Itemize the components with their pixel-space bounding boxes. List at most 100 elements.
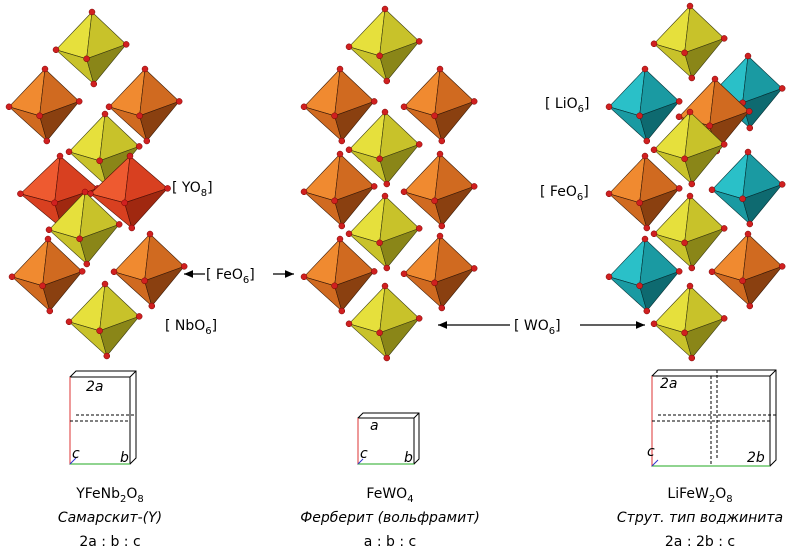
oxygen-atom [65,148,73,156]
subscript: 6 [549,326,555,337]
oxygen-atom [739,195,746,203]
label: FeWO4 [366,486,413,505]
cell-edge [769,369,777,377]
oxygen-atom [436,65,444,73]
oxygen-atom [706,122,713,130]
oxygen-atom [744,230,752,238]
oxygen-atom [681,49,688,57]
oxygen-atom [65,318,73,326]
polyhedron-face [124,187,169,229]
oxygen-atom [746,302,754,310]
polyhedron-face [379,40,421,82]
oxygen-atom [96,327,103,335]
oxygen-atom [110,268,118,276]
oxygen-atom [711,75,719,83]
oxygen-atom [383,264,391,272]
oxygen-atom [720,225,728,232]
oxygen-atom [745,108,753,115]
subscript: 6 [243,275,249,286]
oxygen-atom [376,239,383,247]
oxygen-atom [650,146,658,154]
cell-ratio: a : b : c [364,534,416,550]
structure-name: Струт. тип воджинита [617,510,783,526]
oxygen-atom [51,199,58,207]
axis-c [357,458,364,465]
structure-name: Самарскит-(Y) [58,510,162,526]
polyhedron-face [639,187,681,229]
text-part: ] [207,180,212,196]
polyhedron-face [684,143,726,185]
oxygen-atom [778,263,786,270]
polyhedron-face [684,227,726,269]
oxygen-atom [650,320,658,328]
oxygen-atom [778,181,786,188]
oxygen-atom [128,224,136,232]
polyhedron-face [379,317,421,359]
cell-label: b [404,450,413,466]
cell-label: b [120,450,129,466]
oxygen-atom [650,40,658,48]
cell-label: c [360,446,368,462]
subscript: 8 [137,494,143,505]
oxygen-atom [681,155,688,163]
oxygen-atom [643,137,651,145]
polyhedron-face [684,317,726,359]
oxygen-atom [650,230,658,238]
oxygen-atom [336,150,344,158]
polyhedron-face [639,270,681,312]
polyhedron-face [434,100,476,142]
text-part: [ LiO [545,96,578,112]
oxygen-atom [675,268,683,275]
oxygen-atom [122,41,130,48]
subscript: 6 [578,104,584,115]
oxygen-atom [739,277,746,285]
text-part: FeWO [366,486,407,502]
oxygen-atom [370,98,378,105]
oxygen-atom [436,150,444,158]
label: [ LiO6] [545,96,589,115]
oxygen-atom [331,112,338,120]
oxygen-atom [641,65,649,73]
oxygen-atom [83,55,90,63]
oxygen-atom [415,225,423,232]
polyhedron-face [86,43,128,85]
oxygen-atom [636,112,643,120]
oxygen-atom [300,103,308,111]
polyhedron-face [39,100,81,142]
oxygen-atom [345,43,353,51]
text-part: ] [212,318,217,334]
oxygen-atom [686,2,694,10]
oxygen-atom [164,185,171,192]
text-part: ] [583,184,588,200]
oxygen-atom [686,282,694,290]
oxygen-atom [121,199,128,207]
polyhedron-face [742,265,784,307]
cell-ratio: 2a : b : c [79,534,140,550]
oxygen-atom [641,152,649,160]
oxygen-atom [415,315,423,322]
text-part: [ WO [514,318,549,334]
oxygen-atom [45,226,53,234]
oxygen-atom [438,222,446,230]
oxygen-atom [141,277,148,285]
oxygen-atom [686,192,694,200]
oxygen-atom [105,103,113,111]
text-part: LiFeW [667,486,709,502]
oxygen-atom [400,103,408,111]
oxygen-atom [681,329,688,337]
polyhedra [5,2,786,362]
polyhedron-face [379,227,421,269]
polyhedron-face [742,183,784,225]
oxygen-atom [720,141,728,148]
cell-label: c [647,444,655,460]
oxygen-atom [43,137,51,145]
label: [ NbO6] [165,318,217,337]
oxygen-atom [376,155,383,163]
oxygen-atom [688,264,696,272]
oxygen-atom [52,46,60,54]
oxygen-atom [115,221,123,228]
oxygen-atom [338,137,346,145]
text-part: [ NbO [165,318,205,334]
oxygen-atom [470,98,478,105]
